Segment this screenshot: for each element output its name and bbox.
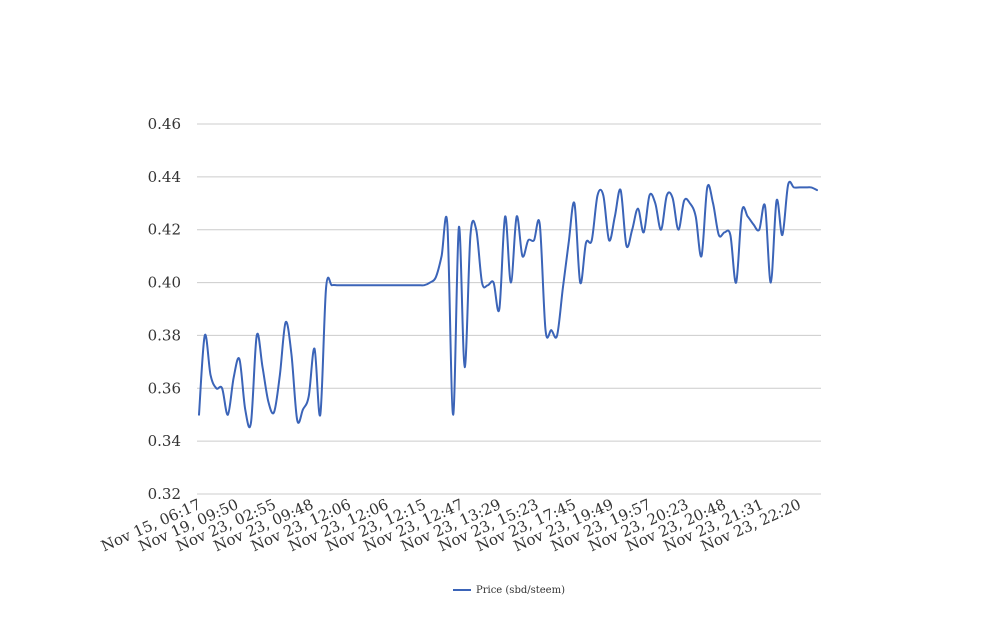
y-tick-label: 0.40 [148, 274, 181, 292]
series-group [198, 180, 818, 429]
series-line [198, 180, 818, 429]
y-tick-label: 0.38 [148, 326, 181, 344]
y-tick-label: 0.42 [148, 221, 181, 239]
y-tick-label: 0.46 [148, 115, 181, 133]
y-axis-ticks: 0.32 0.34 0.36 0.38 0.40 0.42 0.44 0.46 [148, 115, 181, 503]
y-tick-label: 0.32 [148, 485, 181, 503]
legend: Price (sbd/steem) [453, 585, 565, 596]
y-tick-label: 0.44 [148, 168, 181, 186]
grid [197, 123, 821, 495]
y-tick-label: 0.36 [148, 379, 181, 397]
legend-label: Price (sbd/steem) [476, 585, 565, 596]
y-tick-label: 0.34 [148, 432, 181, 450]
